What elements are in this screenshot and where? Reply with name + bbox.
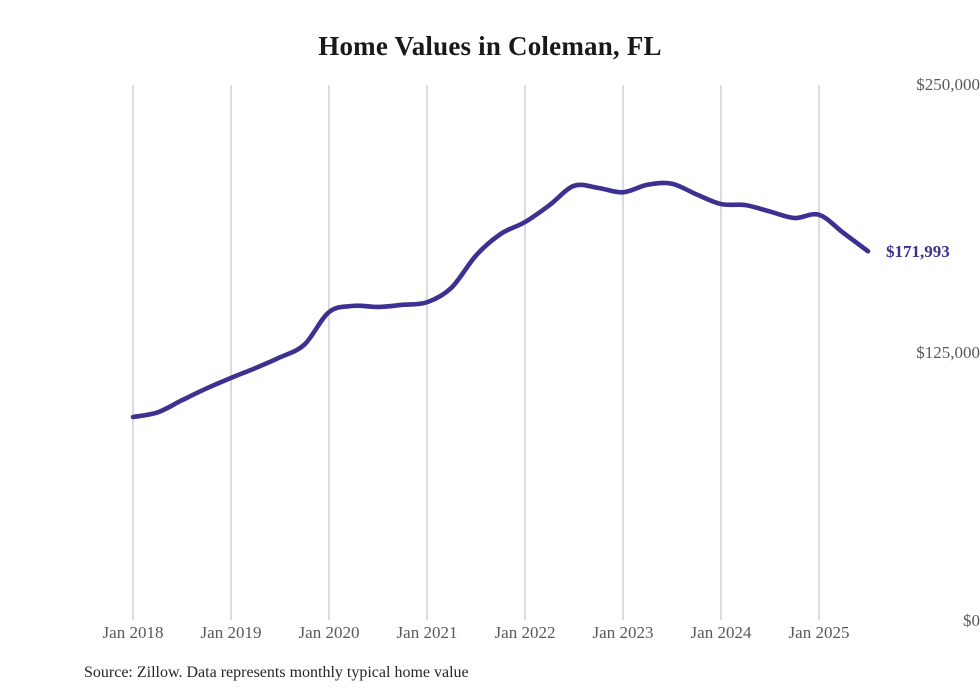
y-axis-tick-label-250000: $250,000 — [916, 75, 980, 94]
x-axis-tick-label-jan-2018: Jan 2018 — [102, 623, 164, 642]
home-value-line — [130, 180, 871, 420]
x-axis-tick-label-jan-2022: Jan 2022 — [494, 623, 556, 642]
vertical-gridlines — [132, 85, 820, 620]
chart-title: Home Values in Coleman, FL — [318, 31, 662, 61]
source-note: Source: Zillow. Data represents monthly … — [84, 664, 469, 681]
x-axis-tick-label-jan-2024: Jan 2024 — [690, 623, 752, 642]
x-axis-tick-label-jan-2021: Jan 2021 — [396, 623, 458, 642]
y-axis-tick-label-125000: $125,000 — [916, 343, 980, 362]
end-value-label: $171,993 — [886, 242, 950, 262]
y-axis-tick-label-0: $0 — [963, 611, 980, 630]
x-axis-tick-label-jan-2019: Jan 2019 — [200, 623, 262, 642]
x-axis-tick-label-jan-2020: Jan 2020 — [298, 623, 360, 642]
x-axis-tick-label-jan-2025: Jan 2025 — [788, 623, 850, 642]
x-axis-tick-label-jan-2023: Jan 2023 — [592, 623, 654, 642]
